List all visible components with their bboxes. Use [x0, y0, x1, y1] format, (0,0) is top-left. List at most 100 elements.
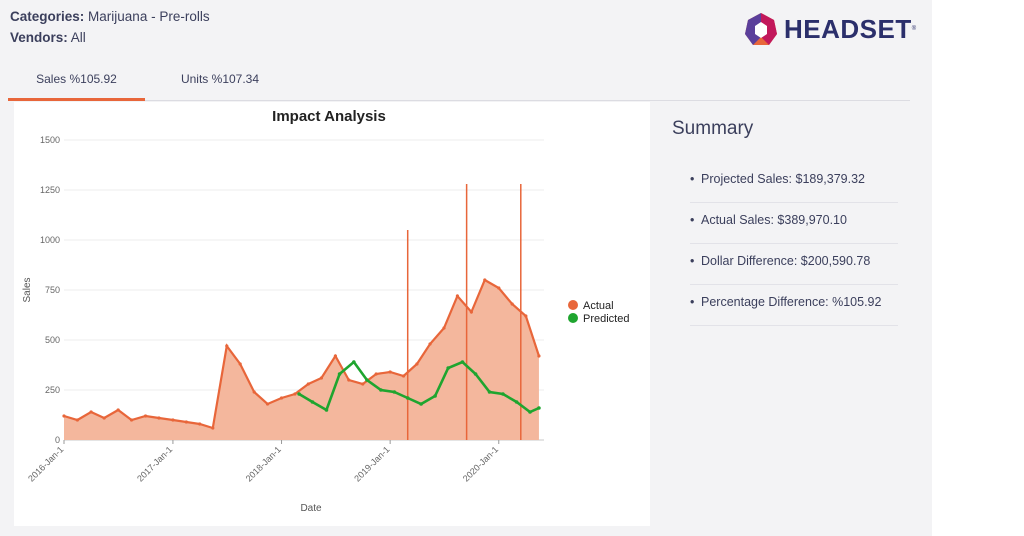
- summary-projected-sales: • Projected Sales: $189,379.32: [690, 162, 898, 203]
- actual-point: [483, 278, 487, 282]
- metric-tabs: Sales %105.92 Units %107.34: [8, 60, 910, 101]
- y-tick-label: 1250: [40, 185, 60, 195]
- headset-logo-icon: [745, 13, 777, 45]
- actual-point: [157, 416, 161, 420]
- actual-point: [184, 420, 188, 424]
- actual-point: [238, 362, 242, 366]
- tab-units[interactable]: Units %107.34: [180, 72, 260, 86]
- predicted-point: [352, 360, 356, 364]
- actual-point: [388, 370, 392, 374]
- legend-actual-label: Actual: [583, 300, 614, 312]
- actual-point: [442, 326, 446, 330]
- x-tick-label: 2017-Jan-1: [135, 444, 174, 483]
- predicted-point: [392, 390, 397, 394]
- actual-point: [306, 382, 310, 386]
- actual-point: [347, 378, 351, 382]
- actual-point: [455, 294, 460, 298]
- actual-point: [415, 362, 419, 366]
- actual-point: [469, 310, 473, 314]
- categories-label: Categories:: [10, 9, 85, 24]
- predicted-point: [433, 394, 437, 398]
- filter-summary: Categories: Marijuana - Pre-rolls Vendor…: [10, 6, 210, 48]
- summary-percentage-difference-text: Percentage Difference: %105.92: [701, 295, 882, 309]
- impact-analysis-chart: Impact Analysis 0 250 500 750 1000 1250 1500 2…: [22, 108, 629, 514]
- actual-point: [374, 372, 378, 376]
- legend-predicted-swatch: [568, 313, 578, 323]
- summary-percentage-difference: • Percentage Difference: %105.92: [690, 285, 898, 326]
- bullet-icon: •: [690, 254, 695, 268]
- actual-point: [293, 392, 297, 396]
- actual-point: [225, 344, 229, 348]
- actual-point: [265, 402, 270, 406]
- y-axis-ticks: 0 250 500 750 1000 1250 1500: [40, 135, 60, 445]
- headset-logo-text: HEADSET: [784, 13, 912, 44]
- headset-logo: HEADSET ®: [744, 12, 916, 46]
- y-tick-label: 750: [45, 285, 60, 295]
- actual-point: [89, 410, 93, 414]
- x-axis-ticks: 2016-Jan-1 2017-Jan-1 2018-Jan-1 2019-Jan-1…: [26, 440, 500, 484]
- actual-point: [252, 390, 256, 394]
- y-tick-label: 1500: [40, 135, 60, 145]
- actual-point: [116, 408, 120, 412]
- categories-line: Categories: Marijuana - Pre-rolls: [10, 6, 210, 27]
- summary-dollar-difference: • Dollar Difference: $200,590.78: [690, 244, 898, 285]
- predicted-point: [537, 406, 541, 410]
- actual-point: [537, 354, 541, 358]
- x-tick-label: 2016-Jan-1: [26, 444, 65, 483]
- bullet-icon: •: [690, 295, 695, 309]
- predicted-point: [487, 390, 492, 394]
- predicted-point: [324, 408, 329, 412]
- summary-title: Summary: [672, 118, 754, 139]
- actual-point: [319, 376, 324, 380]
- predicted-point: [460, 360, 465, 364]
- y-tick-label: 1000: [40, 235, 60, 245]
- x-tick-label: 2018-Jan-1: [244, 444, 283, 483]
- actual-point: [279, 396, 284, 400]
- summary-actual-sales-text: Actual Sales: $389,970.10: [701, 213, 847, 227]
- actual-point: [211, 426, 215, 430]
- x-tick-label: 2020-Jan-1: [461, 444, 500, 483]
- x-tick-label: 2019-Jan-1: [352, 444, 391, 483]
- summary-actual-sales: • Actual Sales: $389,970.10: [690, 203, 898, 244]
- predicted-point: [419, 402, 423, 406]
- actual-point: [62, 414, 66, 418]
- actual-point: [129, 418, 134, 422]
- predicted-point: [310, 400, 315, 404]
- actual-point: [333, 354, 337, 358]
- predicted-point: [405, 396, 410, 400]
- actual-point: [428, 342, 432, 346]
- trademark-mark: ®: [911, 26, 917, 32]
- impact-analysis-chart-card: Impact Analysis 0 250 500 750 1000 1250 1500 2…: [14, 102, 650, 526]
- chart-legend: Actual Predicted: [568, 300, 629, 325]
- vendors-line: Vendors: All: [10, 27, 210, 48]
- predicted-point: [473, 372, 478, 376]
- actual-point: [143, 414, 148, 418]
- vendors-label: Vendors:: [10, 30, 68, 45]
- summary-projected-sales-text: Projected Sales: $189,379.32: [701, 172, 866, 186]
- y-tick-label: 0: [55, 435, 60, 445]
- predicted-point: [297, 392, 301, 396]
- actual-point: [510, 302, 514, 306]
- app-background: Categories: Marijuana - Pre-rolls Vendor…: [0, 0, 932, 536]
- actual-point: [198, 422, 202, 426]
- predicted-point: [379, 388, 383, 392]
- legend-actual-swatch: [568, 300, 578, 310]
- predicted-point: [365, 378, 369, 382]
- actual-point: [102, 416, 106, 420]
- actual-point: [497, 286, 501, 290]
- predicted-point: [514, 400, 519, 404]
- actual-point: [75, 418, 79, 422]
- summary-dollar-difference-text: Dollar Difference: $200,590.78: [701, 254, 871, 268]
- predicted-point: [446, 366, 450, 370]
- y-axis-label: Sales: [22, 277, 33, 302]
- bullet-icon: •: [690, 172, 695, 186]
- legend-predicted-label: Predicted: [583, 313, 629, 325]
- actual-line: [63, 278, 540, 430]
- summary-list: • Projected Sales: $189,379.32 • Actual Sa…: [690, 162, 898, 326]
- y-tick-label: 500: [45, 335, 60, 345]
- predicted-point: [528, 410, 532, 414]
- actual-point: [171, 418, 175, 422]
- categories-value: Marijuana - Pre-rolls: [88, 9, 210, 24]
- tab-sales[interactable]: Sales %105.92: [8, 60, 145, 101]
- vendors-value: All: [70, 30, 86, 45]
